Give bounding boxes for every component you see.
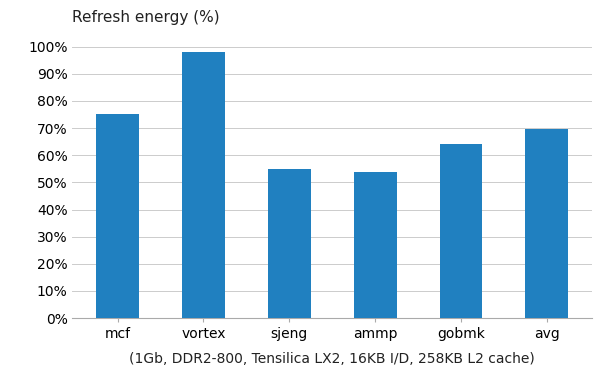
Bar	[96, 114, 139, 318]
Bar	[440, 144, 483, 318]
Bar	[182, 52, 225, 318]
Text: Refresh energy (%): Refresh energy (%)	[72, 10, 220, 25]
Bar	[525, 130, 568, 318]
X-axis label: (1Gb, DDR2-800, Tensilica LX2, 16KB I/D, 258KB L2 cache): (1Gb, DDR2-800, Tensilica LX2, 16KB I/D,…	[129, 352, 535, 366]
Bar	[268, 169, 310, 318]
Bar	[354, 172, 397, 318]
